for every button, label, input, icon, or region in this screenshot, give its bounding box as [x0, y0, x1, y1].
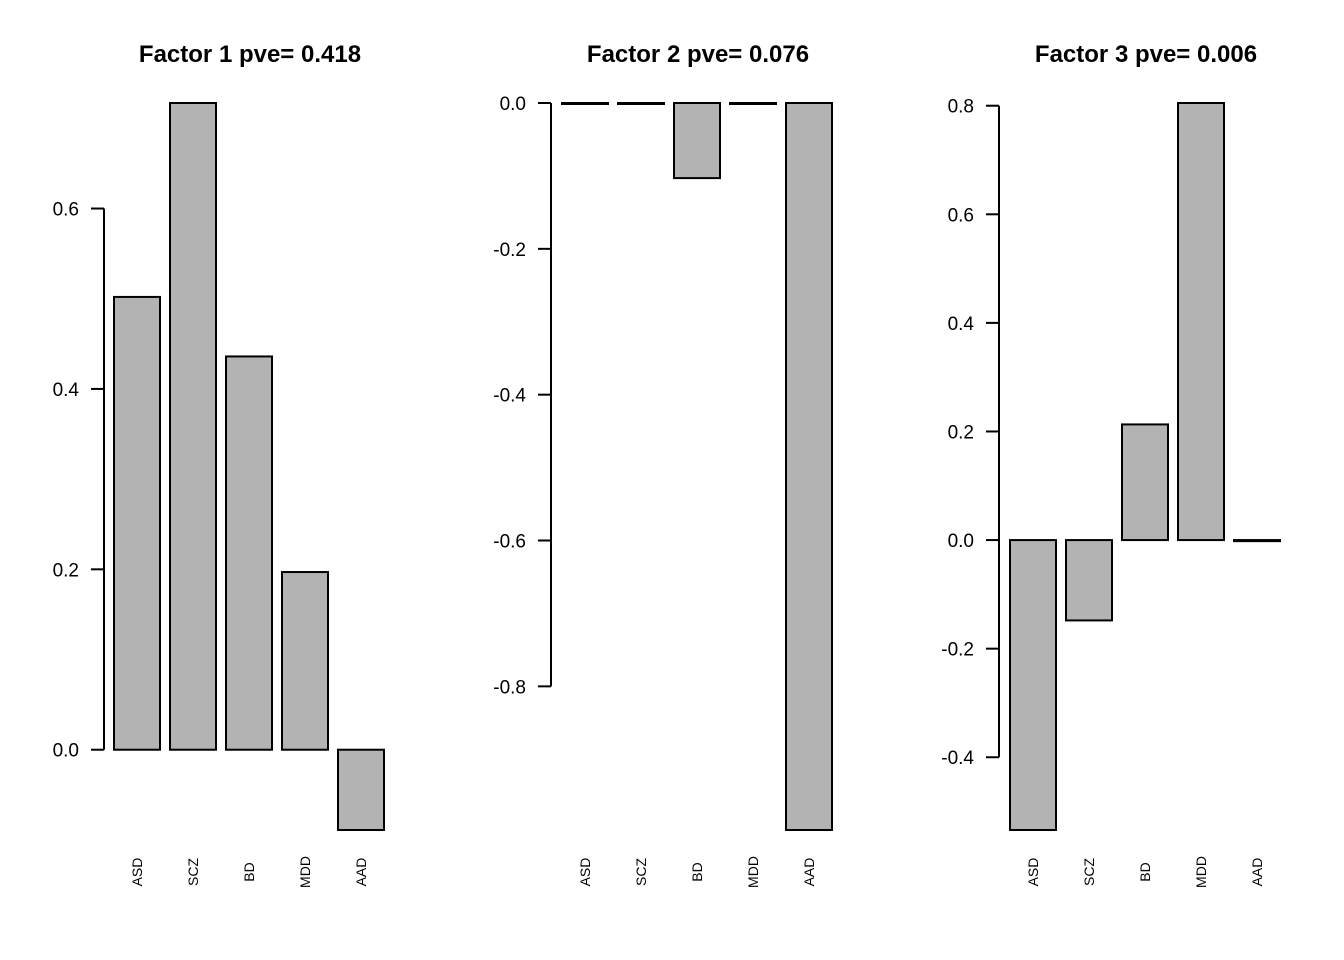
factor-3-bar-scz: [1065, 539, 1113, 622]
factor-3-y-tick-label: 0.2: [948, 422, 974, 443]
factor-3-panel: Factor 3 pve= 0.006 -0.4 -0.2 0.0 0.2 0.4 0.6…: [941, 41, 1281, 888]
factor-3-category-label: MDD: [1193, 856, 1209, 888]
factor-3-category-label: SCZ: [1081, 858, 1097, 886]
factor-3-y-tick-label: 0.0: [948, 531, 974, 552]
factor-2-panel: Factor 2 pve= 0.076 0.0 -0.2 -0.4 -0.6 -0.8 A…: [493, 41, 833, 888]
factor-1-y-tick-label: 0.2: [53, 560, 79, 581]
factor-2-bar-scz: [617, 102, 665, 105]
factor-3-bar-bd: [1121, 423, 1169, 542]
factor-1-bar-aad: [337, 748, 385, 831]
factor-1-bar-bd: [225, 355, 273, 751]
factor-3-category-label: ASD: [1025, 858, 1041, 887]
factor-3-bar-asd: [1009, 539, 1057, 832]
factor-1-y-tick-label: 0.0: [53, 741, 79, 762]
factor-2-y-tick-label: -0.4: [493, 386, 526, 407]
factor-1-category-label: SCZ: [185, 858, 201, 886]
factor-2-bar-asd: [561, 102, 609, 105]
factor-1-category-label: MDD: [297, 856, 313, 888]
factor-2-y-tick-label: 0.0: [500, 94, 526, 115]
factor-1-category-label: ASD: [129, 858, 145, 887]
factor-1-y-tick-label: 0.6: [53, 200, 79, 221]
factor-2-y-tick-label: -0.2: [493, 240, 526, 261]
factor-2-category-label: AAD: [801, 858, 817, 887]
factor-1-title: Factor 1 pve= 0.418: [139, 41, 361, 68]
factor-3-title: Factor 3 pve= 0.006: [1035, 41, 1257, 68]
factor-1-category-label: AAD: [353, 858, 369, 887]
factor-2-bar-mdd: [729, 102, 777, 105]
factor-2-y-tick-label: -0.6: [493, 532, 526, 553]
factor-2-y-tick-label: -0.8: [493, 677, 526, 698]
factor-3-category-label: AAD: [1249, 858, 1265, 887]
factor-2-category-label: BD: [689, 862, 705, 881]
factor-1-y-tick-label: 0.4: [53, 380, 80, 401]
factor-2-title: Factor 2 pve= 0.076: [587, 41, 809, 68]
factor-2-category-label: SCZ: [633, 858, 649, 886]
factor-2-bar-bd: [673, 102, 721, 180]
factor-3-y-tick-label: 0.4: [948, 314, 975, 335]
factor-3-y-tick-label: 0.6: [948, 205, 974, 226]
factor-1-panel: Factor 1 pve= 0.418 0.0 0.2 0.4 0.6 ASD SCZ BD…: [53, 41, 385, 888]
factor-3-bar-mdd: [1177, 102, 1225, 542]
factor-1-category-label: BD: [241, 862, 257, 881]
factor-1-bar-asd: [113, 295, 161, 751]
factor-3-y-tick-label: 0.8: [948, 97, 974, 118]
factor-1-bar-mdd: [281, 571, 329, 751]
factor-1-bar-scz: [169, 102, 217, 751]
factor-3-bar-aad: [1233, 539, 1281, 543]
factor-3-y-tick-label: -0.2: [941, 640, 974, 661]
factor-3-y-tick-label: -0.4: [941, 748, 974, 769]
factor-3-category-label: BD: [1137, 862, 1153, 881]
factor-2-category-label: MDD: [745, 856, 761, 888]
factor-2-bar-aad: [785, 102, 833, 831]
factor-2-category-label: ASD: [577, 858, 593, 887]
